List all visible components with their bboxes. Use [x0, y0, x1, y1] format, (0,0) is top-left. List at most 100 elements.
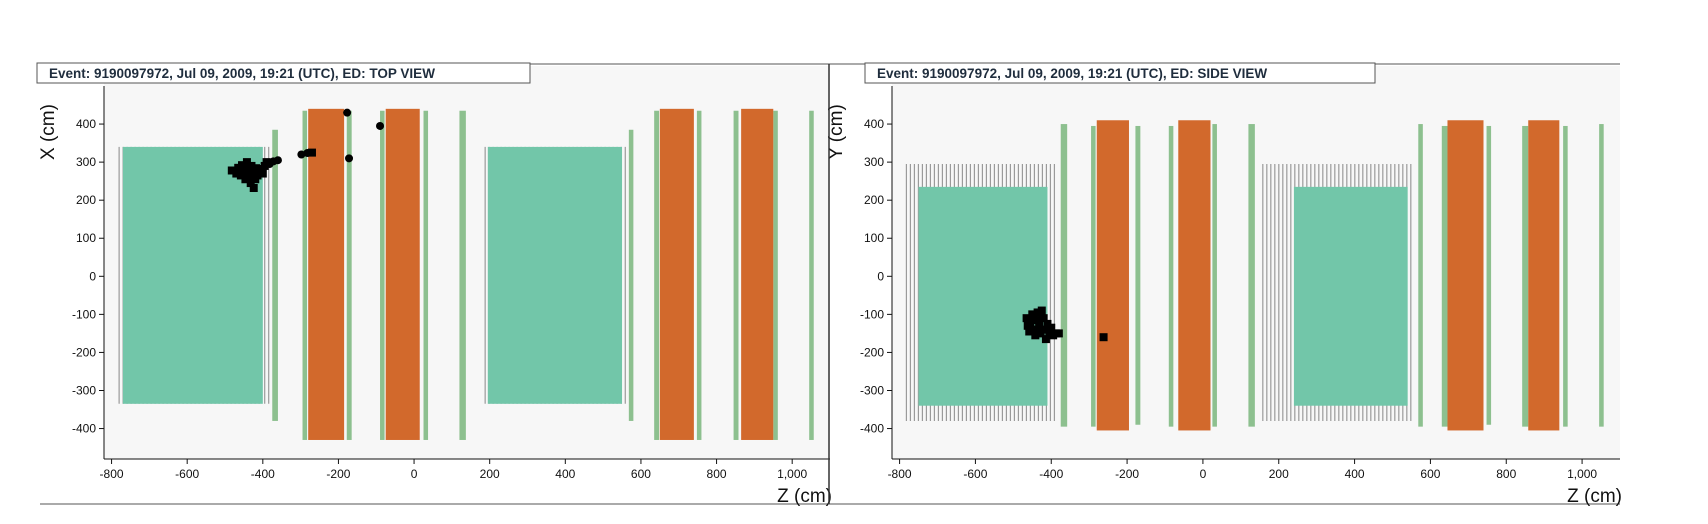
hit-point: [232, 169, 241, 178]
veto-plane: [1060, 124, 1068, 427]
veto-plane: [1486, 125, 1492, 425]
x-tick-label: -400: [1039, 467, 1063, 481]
hit-point: [376, 121, 385, 130]
veto-plane: [1091, 125, 1096, 427]
title-box: [864, 62, 1376, 84]
x-tick-label: 200: [480, 467, 500, 481]
veto-plane: [1522, 125, 1529, 427]
hit-point: [1033, 308, 1042, 317]
magnet-block: [659, 108, 694, 440]
y-tick-label: -300: [860, 383, 884, 397]
veto-plane: [1563, 125, 1568, 427]
hit-point: [1031, 331, 1040, 340]
veto-plane: [1135, 125, 1141, 425]
fiber-plane: [264, 146, 270, 404]
x-tick-label: 1,000: [1567, 467, 1597, 481]
hit-point: [249, 184, 258, 193]
title-box: [36, 62, 531, 84]
hit-point: [1029, 325, 1038, 334]
hit-point: [227, 166, 236, 175]
hit-point: [238, 161, 247, 170]
hit-point: [1041, 335, 1050, 344]
y-tick-label: -400: [860, 422, 884, 436]
calorimeter-block: [1293, 186, 1408, 406]
x-tick-label: 0: [1200, 467, 1207, 481]
magnet-block: [1178, 120, 1211, 431]
x-tick-label: -200: [1115, 467, 1139, 481]
x-tick-label: -400: [251, 467, 275, 481]
veto-plane: [1212, 124, 1217, 427]
y-tick-label: -100: [72, 307, 96, 321]
hit-point: [1037, 306, 1046, 315]
calorimeter-block: [918, 186, 1048, 406]
veto-plane: [773, 110, 778, 440]
veto-plane: [733, 110, 739, 440]
x-tick-label: 0: [411, 467, 418, 481]
veto-plane: [628, 129, 634, 421]
panel-top-view: -400 -300 -200 -100 0 100 200 300 400 -800 -600 -40…: [36, 62, 832, 507]
hit-point: [1028, 310, 1037, 319]
veto-plane: [1248, 124, 1255, 427]
veto-plane: [380, 110, 385, 440]
hit-point: [1054, 329, 1063, 338]
veto-plane: [654, 110, 660, 440]
y-tick-label: -300: [72, 383, 96, 397]
y-tick-label: 0: [89, 269, 96, 283]
hit-point: [1035, 321, 1044, 330]
veto-plane: [809, 110, 814, 440]
y-tick-label: 300: [864, 155, 884, 169]
hit-point: [247, 161, 256, 170]
hit-point: [246, 179, 255, 188]
x-tick-label: 1,000: [777, 467, 807, 481]
x-tick-label: 600: [631, 467, 651, 481]
y-axis-label: X (cm): [38, 104, 59, 160]
calorimeter-block: [487, 146, 623, 404]
hit-point: [243, 169, 252, 178]
y-tick-label: 0: [877, 269, 884, 283]
y-tick-label: 100: [864, 231, 884, 245]
y-tick-label: 400: [864, 117, 884, 131]
magnet-block: [1447, 120, 1484, 431]
panel-side-view: -400 -300 -200 -100 0 100 200 300 400 -800 -600 -40…: [826, 62, 1622, 507]
x-tick-label: 800: [707, 467, 727, 481]
calorimeter-block: [122, 146, 263, 404]
veto-plane: [346, 110, 352, 440]
hit-point: [343, 108, 352, 117]
hit-point: [1025, 327, 1034, 336]
y-axis-label: Y (cm): [826, 104, 847, 160]
y-tick-label: -100: [860, 307, 884, 321]
veto-plane: [1168, 125, 1174, 427]
hit-point: [1047, 323, 1056, 332]
chart-title: Event: 9190097972, Jul 09, 2009, 19:21 (…: [49, 66, 435, 81]
magnet-block: [385, 108, 420, 440]
hit-point: [1099, 333, 1108, 342]
x-tick-label: -600: [175, 467, 199, 481]
y-tick-label: -400: [72, 422, 96, 436]
y-tick-label: 200: [76, 193, 96, 207]
hit-point: [1040, 325, 1049, 334]
veto-plane: [272, 129, 278, 421]
x-tick-label: -800: [888, 467, 912, 481]
magnet-block: [1528, 120, 1560, 431]
hit-point: [307, 148, 316, 157]
x-tick-label: 400: [1345, 467, 1365, 481]
hit-point: [1039, 314, 1048, 323]
y-tick-label: 100: [76, 231, 96, 245]
hit-point: [297, 150, 306, 159]
veto-plane: [1599, 124, 1604, 427]
veto-plane: [1441, 125, 1448, 427]
y-tick-label: -200: [72, 345, 96, 359]
y-tick-label: -200: [860, 345, 884, 359]
magnet-block: [741, 108, 774, 440]
y-tick-label: 400: [76, 117, 96, 131]
hit-point: [1026, 317, 1035, 326]
y-tick-label: 300: [76, 155, 96, 169]
x-tick-label: 800: [1496, 467, 1516, 481]
hit-point: [258, 169, 267, 178]
hit-point: [1032, 316, 1041, 325]
y-tick-label: 200: [864, 193, 884, 207]
x-tick-label: 400: [555, 467, 575, 481]
veto-plane: [423, 110, 429, 440]
hit-point: [273, 156, 282, 165]
